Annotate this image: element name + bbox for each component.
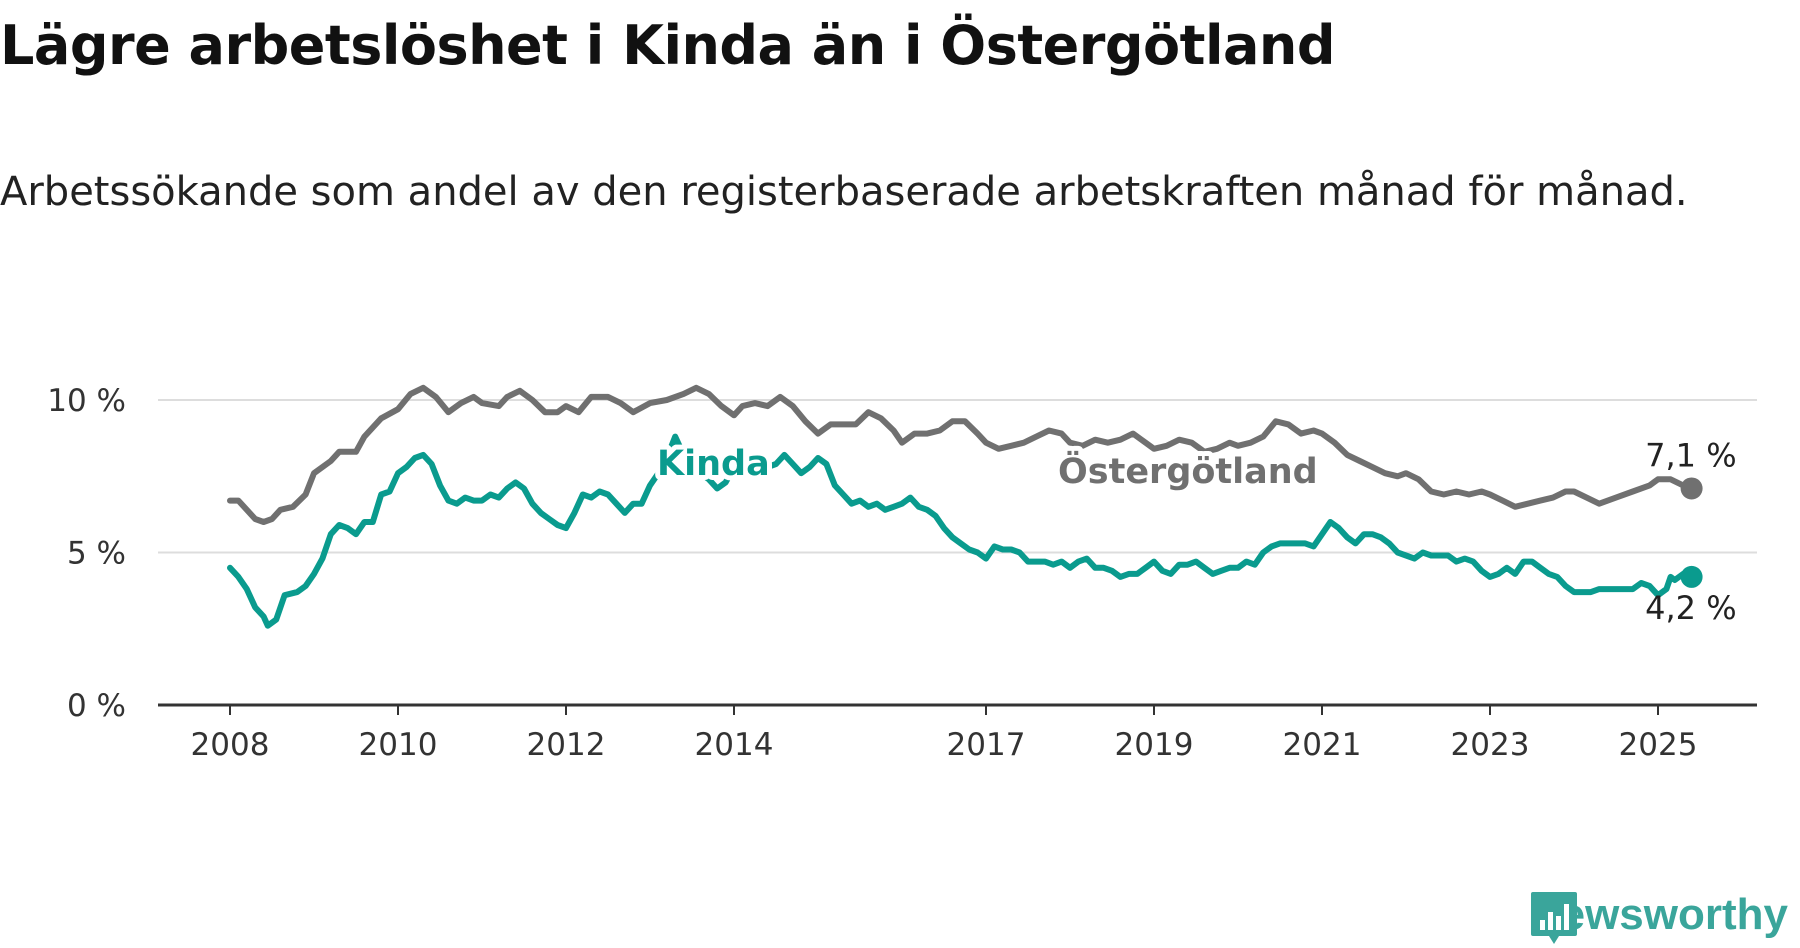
x-tick-label: 2008 bbox=[191, 727, 270, 763]
newsworthy-logo-icon bbox=[1530, 892, 1577, 944]
series-label-ostergotland: Östergötland bbox=[1058, 450, 1318, 492]
y-tick-label: 10 % bbox=[47, 383, 126, 419]
series-label-kinda: Kinda bbox=[657, 444, 770, 484]
y-tick-label: 0 % bbox=[67, 688, 126, 724]
brand-logo: Newsworthy bbox=[1529, 890, 1788, 944]
series-line-östergötland bbox=[227, 384, 1695, 525]
x-tick-label: 2014 bbox=[695, 727, 774, 763]
x-tick-label: 2025 bbox=[1619, 727, 1698, 763]
x-tick-label: 2021 bbox=[1283, 727, 1362, 763]
x-tick-label: 2010 bbox=[359, 727, 438, 763]
x-tick-label: 2023 bbox=[1451, 727, 1530, 763]
series-end-point bbox=[1680, 565, 1703, 588]
x-tick-label: 2017 bbox=[947, 727, 1026, 763]
x-tick-label: 2019 bbox=[1115, 727, 1194, 763]
series-end-point bbox=[1680, 477, 1703, 500]
end-label-ostergotland: 7,1 % bbox=[1645, 436, 1736, 474]
y-tick-label: 5 % bbox=[67, 536, 126, 572]
chart-subtitle: Arbetssökande som andel av den registerb… bbox=[0, 169, 1688, 215]
x-tick-label: 2012 bbox=[527, 727, 606, 763]
end-label-kinda: 4,2 % bbox=[1645, 589, 1736, 627]
chart-title: Lägre arbetslöshet i Kinda än i Östergöt… bbox=[0, 14, 1336, 77]
series-line-kinda bbox=[227, 433, 1695, 629]
